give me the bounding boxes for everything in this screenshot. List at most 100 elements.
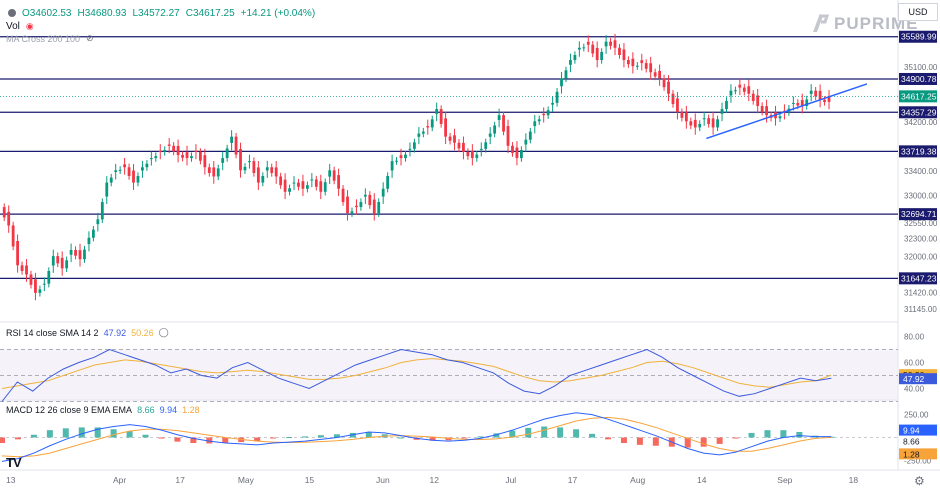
- candle-body: [533, 121, 537, 127]
- macd-histogram-bar: [764, 430, 771, 438]
- macd-histogram-bar: [557, 427, 564, 438]
- macd-histogram-bar: [573, 429, 580, 438]
- candle-body: [439, 109, 443, 124]
- candle-body: [493, 125, 497, 134]
- candle-body: [127, 167, 131, 177]
- symbol-icon[interactable]: [8, 9, 16, 17]
- candle-body: [444, 118, 448, 137]
- macd-histogram-bar: [541, 426, 548, 438]
- settings-gear-icon[interactable]: ⚙: [914, 474, 925, 488]
- candle-body: [355, 205, 358, 208]
- candle-body: [586, 41, 590, 45]
- candle-body: [38, 289, 42, 293]
- macd-histogram-bar: [604, 437, 611, 440]
- candle-body: [372, 199, 376, 214]
- candle-body: [421, 131, 425, 134]
- rsi-axis-label: 40.00: [904, 385, 925, 394]
- candle-body: [194, 150, 198, 152]
- candle-body: [680, 112, 684, 118]
- candle-body: [270, 167, 274, 173]
- level-price-tag: [899, 72, 937, 85]
- candle-body: [118, 169, 122, 171]
- candle-body: [698, 123, 702, 128]
- ma-cross-legend[interactable]: MA Cross 200 100 ⊘: [6, 33, 94, 44]
- hidden-eye-icon[interactable]: ◉: [25, 21, 34, 31]
- candle-body: [809, 90, 813, 94]
- candle-body: [720, 109, 724, 114]
- rsi-legend[interactable]: RSI 14 close SMA 14 2 47.92 50.26 ◯: [6, 327, 169, 338]
- candle-body: [631, 58, 635, 67]
- candle-body: [323, 182, 327, 192]
- eye-icon[interactable]: ◯: [158, 327, 169, 337]
- candle-body: [635, 65, 639, 67]
- macd-histogram-bar: [126, 431, 133, 438]
- macd-histogram-bar: [493, 433, 500, 438]
- candle-body: [225, 148, 229, 159]
- candle-body: [729, 90, 733, 96]
- candle-body: [751, 93, 755, 101]
- macd-legend[interactable]: MACD 12 26 close 9 EMA EMA 8.66 9.94 1.2…: [6, 405, 200, 415]
- candle-body: [207, 167, 211, 173]
- candle-body: [395, 160, 398, 162]
- macd-histogram-bar: [301, 436, 308, 438]
- tradingview-logo[interactable]: TV: [6, 455, 22, 470]
- candle-body: [600, 51, 604, 61]
- candle-body: [190, 156, 193, 159]
- candle-body: [693, 119, 697, 128]
- candle-body: [582, 47, 586, 49]
- open-value: O34602.53: [22, 7, 72, 19]
- candle-body: [399, 155, 403, 159]
- time-axis-label: 13: [6, 475, 16, 485]
- macd-hist-value: 8.66: [137, 405, 155, 415]
- macd-signal-line: [1, 416, 832, 458]
- change-value: +14.21 (+0.04%): [240, 7, 316, 19]
- candle-body: [11, 225, 15, 247]
- candle-body: [823, 99, 826, 102]
- candle-body: [506, 126, 510, 146]
- macd-histogram-bar: [333, 434, 340, 438]
- candle-body: [497, 115, 501, 120]
- candle-body: [239, 149, 242, 171]
- candle-body: [283, 179, 287, 192]
- volume-label: Vol: [6, 21, 20, 32]
- macd-histogram-bar: [286, 437, 293, 439]
- rsi-sma-line: [1, 358, 832, 389]
- candle-body: [671, 93, 675, 105]
- candle-body: [551, 102, 555, 105]
- candle-body: [747, 86, 751, 94]
- macd-histogram-bar: [222, 437, 229, 443]
- candle-body: [109, 177, 113, 183]
- candle-body: [796, 102, 800, 106]
- candle-body: [297, 182, 300, 187]
- candle-body: [83, 249, 86, 260]
- brand-logo: PUPRIME: [810, 14, 918, 34]
- macd-label: MACD 12 26 close 9 EMA EMA: [6, 405, 133, 415]
- candle-body: [457, 142, 461, 149]
- candle-body: [47, 271, 51, 284]
- macd-histogram-bar: [700, 437, 707, 447]
- candle-body: [341, 188, 345, 203]
- macd-histogram-bar: [684, 437, 691, 448]
- candle-body: [381, 188, 385, 197]
- level-price-label: 35589.99: [901, 32, 937, 42]
- candle-body: [613, 40, 617, 48]
- currency-selector[interactable]: USD: [898, 3, 938, 21]
- candle-body: [595, 47, 599, 61]
- macd-histogram-bar: [158, 437, 165, 439]
- low-value: L34572.27: [132, 7, 180, 19]
- macd-histogram-bar: [652, 437, 659, 446]
- macd-axis-label: 250.00: [904, 411, 929, 420]
- volume-legend[interactable]: Vol ◉: [6, 21, 34, 32]
- candle-body: [265, 167, 269, 171]
- candle-body: [100, 202, 104, 220]
- price-tick-label: 35100.00: [904, 63, 938, 72]
- candle-body: [310, 179, 314, 181]
- candle-body: [34, 279, 37, 293]
- eye-off-icon[interactable]: ⊘: [86, 33, 94, 43]
- candle-body: [114, 170, 118, 173]
- candle-body: [292, 182, 296, 184]
- price-tick-label: 31420.00: [904, 288, 938, 297]
- macd-histogram-bar: [397, 437, 404, 439]
